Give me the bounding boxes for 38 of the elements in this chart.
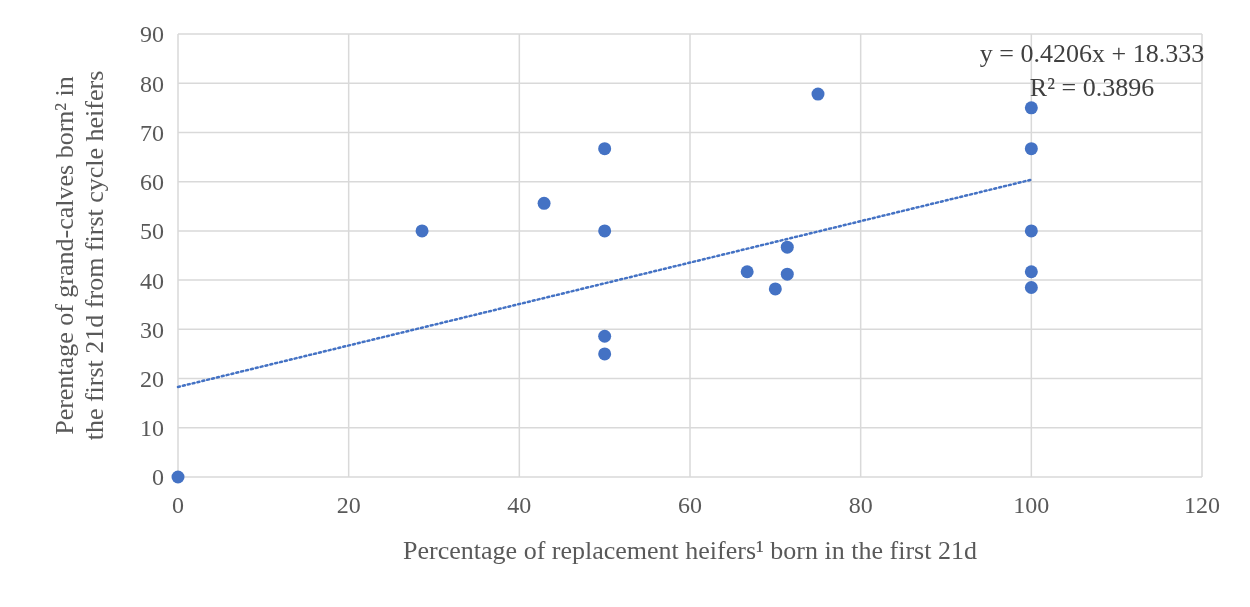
annotation: y = 0.4206x + 18.333 bbox=[979, 39, 1205, 68]
point bbox=[780, 267, 794, 281]
point bbox=[537, 196, 551, 210]
point bbox=[768, 282, 782, 296]
y-tick-label: 40 bbox=[140, 267, 164, 294]
y-tick-label: 50 bbox=[140, 218, 164, 245]
y-tick-label: 0 bbox=[152, 464, 164, 491]
point bbox=[1024, 265, 1038, 279]
point bbox=[780, 240, 794, 254]
x-tick-label: 0 bbox=[172, 492, 184, 518]
y-axis-title: Perentage of grand-calves born² in the first 21d from first cycle heifers bbox=[50, 70, 109, 441]
point bbox=[598, 329, 612, 343]
point bbox=[740, 265, 754, 279]
y-tick-label: 60 bbox=[140, 169, 164, 196]
y-tick-label: 20 bbox=[140, 365, 164, 392]
y-tick-label: 70 bbox=[140, 119, 164, 146]
point bbox=[1024, 280, 1038, 294]
y-tick-label: 90 bbox=[140, 21, 164, 48]
point bbox=[1024, 101, 1038, 115]
x-tick-label: 40 bbox=[507, 492, 532, 518]
x-tick-label: 100 bbox=[1013, 492, 1050, 518]
x-tick-label: 60 bbox=[678, 492, 702, 518]
y-tick-label: 80 bbox=[140, 70, 164, 97]
point bbox=[811, 87, 825, 101]
y-tick-label: 30 bbox=[140, 316, 164, 343]
point bbox=[171, 470, 185, 484]
x-axis-title: Percentage of replacement heifers¹ born in the first 21d bbox=[403, 536, 977, 565]
point bbox=[1024, 224, 1038, 238]
point bbox=[598, 142, 612, 156]
x-tick-label: 120 bbox=[1184, 492, 1220, 518]
x-tick-label: 80 bbox=[848, 492, 873, 518]
annotation: R² = 0.3896 bbox=[1029, 73, 1155, 102]
x-tick-label: 20 bbox=[336, 492, 361, 518]
y-tick-label: 10 bbox=[140, 415, 164, 442]
point bbox=[598, 224, 612, 238]
point bbox=[1024, 142, 1038, 156]
point bbox=[415, 224, 429, 238]
point bbox=[598, 347, 612, 361]
